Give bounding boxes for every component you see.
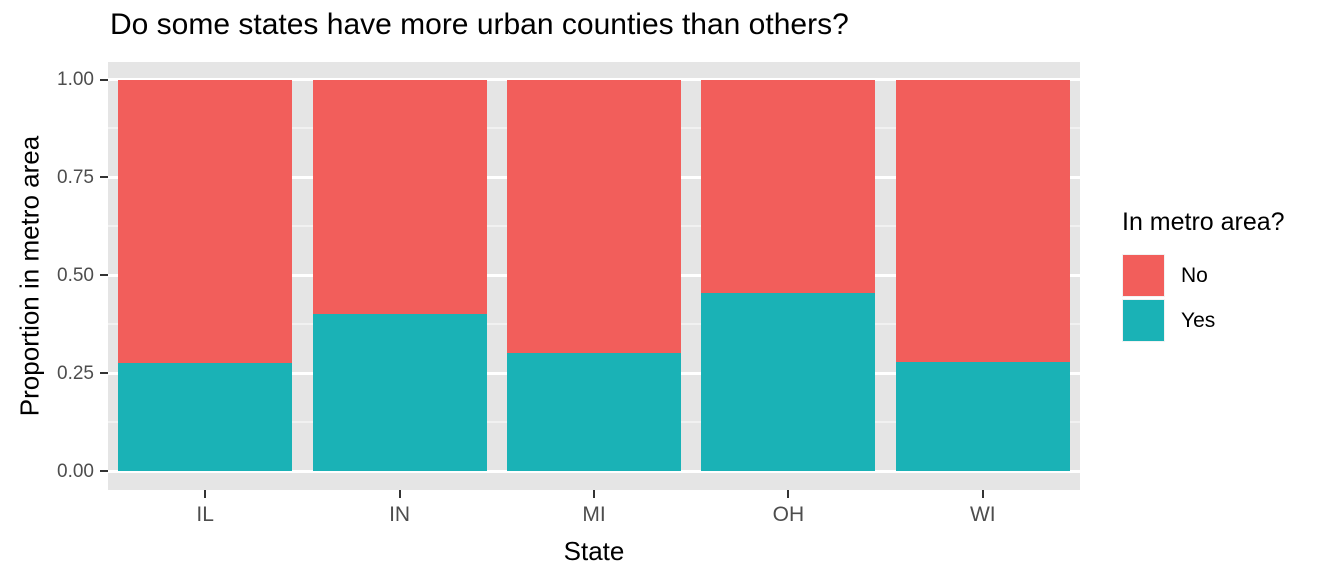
x-tick-label: IN bbox=[389, 503, 411, 526]
bar-segment-WI-Yes bbox=[895, 362, 1070, 471]
y-tick-label: 0.75 bbox=[57, 166, 94, 188]
legend-entries: No Yes bbox=[1122, 253, 1285, 343]
chart-title: Do some states have more urban counties … bbox=[110, 8, 849, 41]
legend-entry-no: No bbox=[1122, 253, 1285, 298]
x-tick-label: WI bbox=[969, 503, 996, 526]
bar-segment-OH-Yes bbox=[701, 292, 876, 471]
bar-segment-MI-Yes bbox=[507, 353, 681, 471]
y-tick-label: 0.50 bbox=[57, 264, 94, 286]
x-axis-title: State bbox=[563, 536, 625, 566]
plot-panel bbox=[108, 62, 1080, 490]
x-tick-mark bbox=[593, 490, 595, 498]
legend-title: In metro area? bbox=[1122, 208, 1285, 236]
bar-segment-IL-Yes bbox=[118, 363, 293, 471]
x-tick-label: IL bbox=[196, 503, 214, 526]
x-tick-mark bbox=[398, 490, 401, 498]
bar-segment-MI-No bbox=[507, 79, 681, 354]
legend-entry-yes: Yes bbox=[1122, 298, 1285, 343]
legend-key-no bbox=[1122, 254, 1165, 297]
legend: In metro area? No Yes bbox=[1122, 208, 1285, 343]
y-tick-mark bbox=[100, 176, 108, 179]
bar-segment-WI-No bbox=[895, 79, 1070, 363]
legend-key-yes bbox=[1122, 299, 1165, 342]
x-tick-mark bbox=[981, 490, 984, 498]
gridline-major bbox=[108, 469, 1080, 473]
legend-label: Yes bbox=[1181, 308, 1216, 332]
bar-segment-OH-No bbox=[701, 79, 876, 293]
x-tick-mark bbox=[204, 490, 207, 498]
y-tick-mark bbox=[100, 372, 108, 375]
x-tick-label: OH bbox=[772, 503, 805, 526]
bar-segment-IN-Yes bbox=[312, 313, 487, 471]
x-tick-mark bbox=[787, 490, 790, 498]
bar-segment-IL-No bbox=[118, 79, 293, 364]
y-tick-label: 0.00 bbox=[57, 460, 94, 482]
y-tick-mark bbox=[100, 78, 108, 81]
y-tick-mark bbox=[100, 470, 108, 472]
y-tick-label: 1.00 bbox=[57, 69, 94, 90]
legend-label: No bbox=[1181, 263, 1208, 287]
y-tick-mark bbox=[100, 274, 108, 277]
y-tick-label: 0.25 bbox=[57, 362, 94, 384]
x-tick-label: MI bbox=[582, 503, 606, 526]
bar-segment-IN-No bbox=[312, 79, 487, 314]
